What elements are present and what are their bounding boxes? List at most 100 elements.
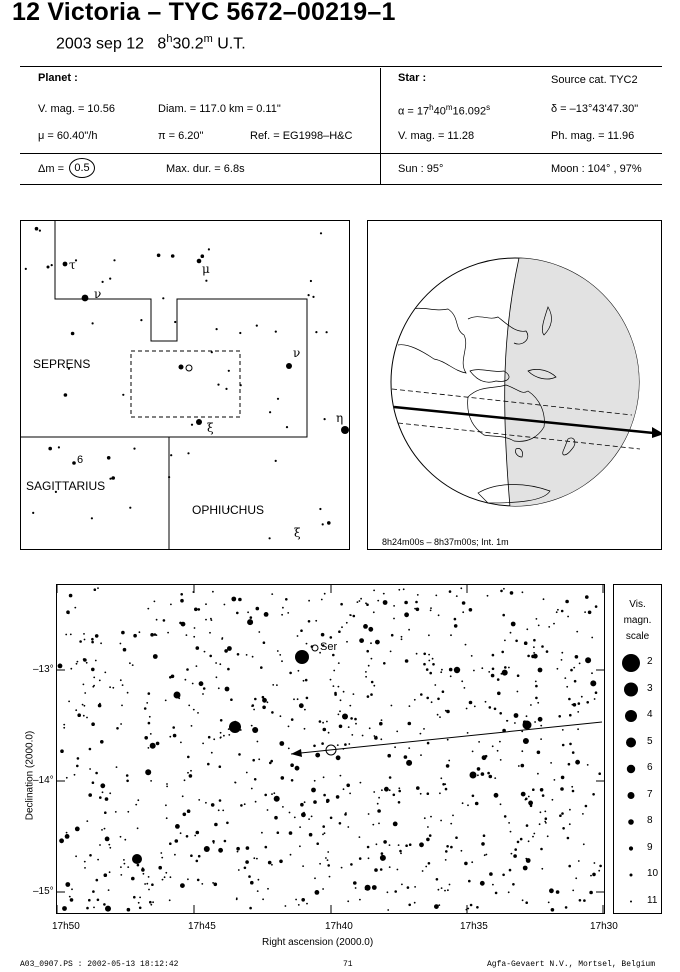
scale-label-mag-5: 5 [647,735,653,747]
chart-star [193,627,196,629]
chart-star [416,594,419,596]
chart-star [519,837,523,841]
chart-star [212,590,214,593]
chart-star [236,611,239,615]
chart-star [349,704,352,707]
star-declination: δ = –13°43'47.30" [551,103,639,115]
chart-star [342,788,345,791]
chart-star [322,721,324,724]
chart-star [470,655,473,657]
chart-star [484,700,487,703]
chart-star [408,747,411,749]
chart-star [104,797,109,801]
chart-star [598,869,601,872]
chart-star [414,886,416,888]
scale-dot-mag-11 [630,900,632,903]
chart-star [304,708,306,711]
scale-label-mag-11: 11 [647,894,658,906]
chart-star [120,723,122,725]
chart-star [375,735,378,738]
chart-star [180,621,186,627]
chart-star [592,872,596,877]
chart-star [368,626,374,632]
chart-star [582,813,584,815]
chart-star [255,606,260,611]
constellation-label-sagittarius: SAGITTARIUS [26,479,106,493]
chart-star [497,691,501,696]
footer-publisher: Agfa-Gevaert N.V., Mortsel, Belgium [487,960,656,969]
chart-star [374,868,378,872]
chart-star [560,659,563,661]
chart-star [323,592,326,595]
chart-star [578,899,582,902]
chart-star [276,684,278,686]
chart-star [460,849,463,852]
chart-star [129,662,131,665]
chart-star [388,866,391,868]
chart-star [190,725,193,727]
chart-star [88,793,92,797]
chart-star [594,605,598,608]
scale-dot-mag-4 [625,710,637,722]
finder-star [325,331,328,334]
chart-star [521,591,524,594]
x-tick-17h45: 17h45 [188,921,216,932]
chart-star [94,634,99,638]
chart-star [576,630,579,633]
new-zealand [562,437,576,456]
target-star-marker [185,364,193,372]
chart-star [73,773,76,776]
chart-star [561,743,565,747]
chart-star [351,734,354,736]
chart-star [541,867,544,870]
chart-star [290,779,294,782]
finder-star [156,253,161,258]
chart-star [145,769,152,776]
chart-star [377,599,380,602]
chart-star [430,701,433,704]
chart-star [522,720,527,724]
chart-star [366,845,370,849]
chart-star [535,696,538,700]
finder-stars [24,226,349,540]
chart-star [184,678,187,681]
detail-chart-svg [57,585,604,913]
chart-star [370,657,373,660]
source-catalog: Source cat. TYC2 [551,74,638,86]
chart-star [88,898,91,902]
chart-star [507,891,510,894]
chart-star [332,685,335,687]
x-tick-17h30: 17h30 [590,921,618,932]
chart-star [125,774,129,777]
finder-chart-svg [21,221,349,549]
chart-star [187,755,190,759]
chart-star [326,720,328,723]
chart-star [100,740,104,744]
chart-star [329,636,333,639]
chart-star [271,711,274,714]
chart-star [371,885,377,890]
chart-star [426,741,430,745]
chart-star [476,767,481,771]
chart-star [349,792,351,795]
chart-star [584,611,586,613]
chart-star [541,645,544,648]
chart-star [100,783,106,789]
chart-star [71,888,73,891]
chart-star [370,642,372,645]
chart-star [533,832,536,835]
chart-star [126,779,129,783]
chart-star [191,682,194,685]
chart-star [227,667,230,671]
chart-star [434,684,437,686]
chart-star [121,704,123,707]
chart-star [445,764,450,768]
chart-star [342,690,345,693]
chart-star [520,763,525,768]
chart-star [544,810,547,813]
chart-star [239,729,242,731]
chart-star [332,653,335,657]
chart-star [514,848,517,851]
chart-star [319,651,321,654]
chart-star [561,812,564,815]
